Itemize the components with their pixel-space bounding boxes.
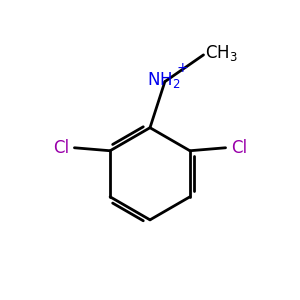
Text: $+$: $+$ [176,61,188,75]
Text: $\mathregular{CH_3}$: $\mathregular{CH_3}$ [205,44,238,63]
Text: $\mathregular{NH_2}$: $\mathregular{NH_2}$ [147,70,180,90]
Text: Cl: Cl [231,139,247,157]
Text: Cl: Cl [53,139,69,157]
